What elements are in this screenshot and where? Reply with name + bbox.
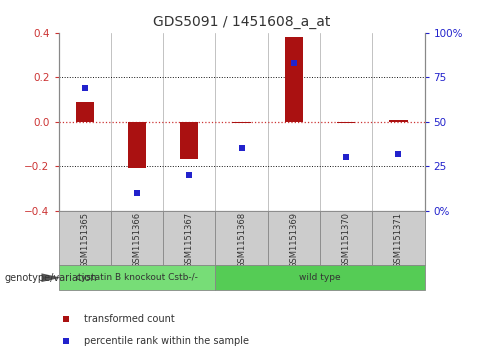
Bar xyxy=(59,265,215,290)
Bar xyxy=(128,122,146,168)
Text: GSM1151366: GSM1151366 xyxy=(132,212,142,268)
Text: percentile rank within the sample: percentile rank within the sample xyxy=(84,336,249,346)
Text: GSM1151369: GSM1151369 xyxy=(289,212,298,268)
Text: wild type: wild type xyxy=(299,273,341,282)
Bar xyxy=(76,102,94,122)
Bar xyxy=(59,211,111,265)
Bar xyxy=(111,211,163,265)
Text: GSM1151367: GSM1151367 xyxy=(185,212,194,268)
Text: GSM1151365: GSM1151365 xyxy=(80,212,89,268)
Bar xyxy=(337,122,355,123)
Text: genotype/variation: genotype/variation xyxy=(5,273,98,283)
Bar xyxy=(389,121,407,122)
Bar xyxy=(215,265,425,290)
Text: GSM1151371: GSM1151371 xyxy=(394,212,403,268)
Bar xyxy=(163,211,215,265)
Bar xyxy=(215,211,268,265)
Bar xyxy=(232,122,251,123)
Polygon shape xyxy=(41,273,61,282)
Text: cystatin B knockout Cstb-/-: cystatin B knockout Cstb-/- xyxy=(76,273,198,282)
Bar xyxy=(268,211,320,265)
Text: transformed count: transformed count xyxy=(84,314,175,324)
Text: GSM1151370: GSM1151370 xyxy=(342,212,351,268)
Bar xyxy=(285,37,303,122)
Bar xyxy=(320,211,372,265)
Bar xyxy=(372,211,425,265)
Title: GDS5091 / 1451608_a_at: GDS5091 / 1451608_a_at xyxy=(153,15,330,29)
Text: GSM1151368: GSM1151368 xyxy=(237,212,246,268)
Bar xyxy=(180,122,199,159)
